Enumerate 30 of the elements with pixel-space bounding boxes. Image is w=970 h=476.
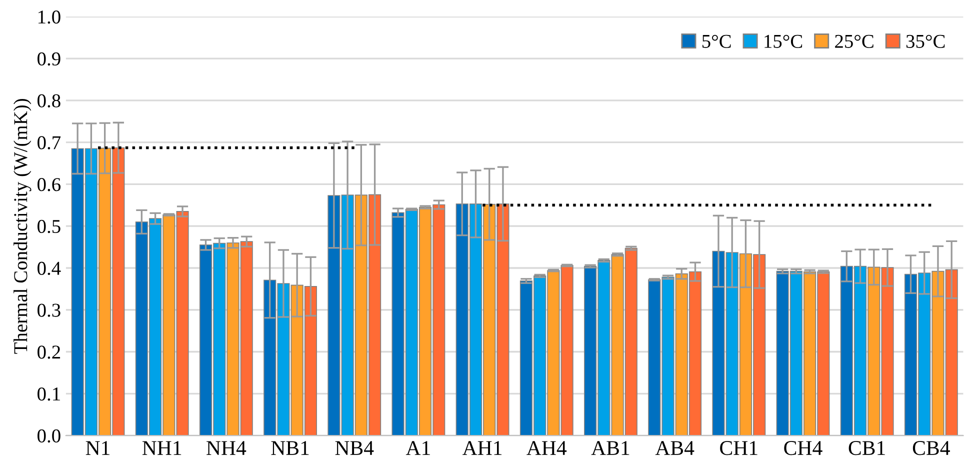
x-tick-label: AH1 — [462, 441, 502, 455]
y-tick-label: 0.1 — [38, 387, 60, 401]
y-tick-label: 1.0 — [38, 10, 60, 24]
x-tick-label: A1 — [406, 441, 430, 455]
x-tick-label: N1 — [86, 441, 110, 455]
y-tick-label: 0.4 — [38, 262, 61, 276]
x-tick-label: NB4 — [335, 441, 374, 455]
legend-label: 35°C — [906, 34, 945, 48]
x-tick-label: AB4 — [655, 441, 694, 455]
y-tick-label: 0.9 — [38, 52, 60, 66]
x-tick-label: CB4 — [912, 441, 950, 456]
x-tick-label: CH4 — [784, 441, 822, 456]
y-tick-label: 0.2 — [38, 346, 60, 359]
x-tick-label: NB1 — [271, 441, 309, 455]
y-tick-label: 0.6 — [38, 178, 61, 192]
x-tick-label: AH4 — [526, 441, 567, 455]
x-tick-label: CH1 — [720, 441, 758, 456]
x-tick-label: CB1 — [848, 441, 885, 456]
y-tick-label: 0.0 — [38, 429, 60, 443]
y-tick-label: 0.3 — [38, 304, 60, 317]
legend-label: 15°C — [764, 34, 802, 48]
y-tick-label: 0.5 — [38, 220, 60, 234]
x-tick-label: NH1 — [142, 441, 182, 455]
x-tick-label: AB1 — [591, 441, 630, 455]
legend-label: 5°C — [702, 34, 731, 48]
y-tick-label: 0.8 — [38, 94, 60, 108]
x-tick-label: NH4 — [206, 441, 246, 455]
y-tick-label: 0.7 — [38, 136, 61, 150]
y-axis-title: Thermal Conductivity (W/(mK)) — [14, 98, 32, 354]
legend-label: 25°C — [835, 34, 874, 48]
